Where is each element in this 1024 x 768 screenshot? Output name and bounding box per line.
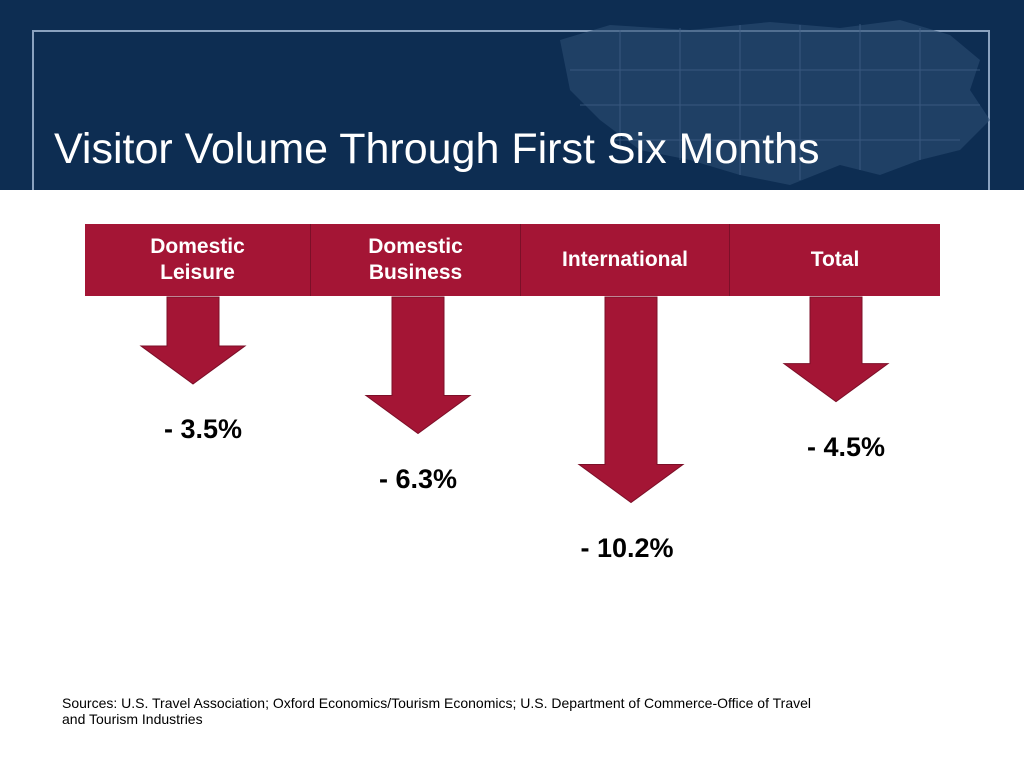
category-international: International — [521, 224, 730, 296]
arrow-international — [577, 296, 685, 504]
header-frame — [32, 30, 990, 190]
arrow-domestic-leisure — [139, 296, 247, 385]
arrow-total — [782, 296, 890, 403]
slide-header: Visitor Volume Through First Six Months — [0, 0, 1024, 190]
category-label: International — [561, 247, 688, 271]
page-title: Visitor Volume Through First Six Months — [54, 125, 820, 173]
value-label: - 4.5% — [806, 431, 886, 462]
arrow-domestic-business — [364, 296, 472, 435]
category-header-row: Domestic Leisure Domestic Business Inter… — [85, 224, 940, 296]
category-domestic-business: Domestic Business — [311, 224, 521, 296]
value-label: - 6.3% — [378, 463, 458, 494]
value-label: - 3.5% — [163, 413, 243, 444]
category-domestic-leisure: Domestic Leisure — [85, 224, 311, 296]
value-label: - 10.2% — [580, 532, 674, 563]
category-total: Total — [730, 224, 940, 296]
source-note: Sources: U.S. Travel Association; Oxford… — [62, 695, 811, 728]
category-label: Domestic Leisure — [150, 234, 245, 284]
us-map-watermark-icon — [560, 20, 990, 185]
category-label: Domestic Business — [368, 234, 463, 284]
category-label: Total — [810, 247, 860, 271]
